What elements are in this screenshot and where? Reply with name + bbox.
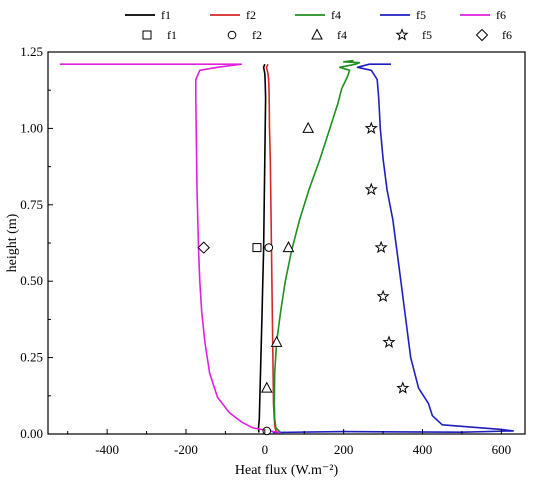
legend-label: f1 xyxy=(167,28,177,42)
series-line-f6 xyxy=(59,63,281,434)
marker-f5 xyxy=(364,182,378,196)
x-tick-label: 600 xyxy=(492,442,512,457)
x-tick-label: 200 xyxy=(334,442,354,457)
series-line-f5 xyxy=(272,63,514,434)
y-tick-label: 0.00 xyxy=(20,426,43,441)
marker-f1 xyxy=(252,243,262,253)
x-axis-title: Heat flux (W.m⁻²) xyxy=(235,463,339,478)
marker-f5 xyxy=(364,121,378,134)
x-axis: -400 -200 0 200 400 600 xyxy=(67,429,512,457)
legend-marker-f4 xyxy=(311,28,323,40)
marker-f5 xyxy=(382,335,396,348)
plot-frame xyxy=(47,51,526,435)
y-axis: 0.00 0.25 0.50 0.75 1.00 1.25 xyxy=(20,44,53,441)
legend-label: f6 xyxy=(502,28,512,42)
marker-f5 xyxy=(374,240,388,254)
marker-f5 xyxy=(376,289,390,303)
marker-f4 xyxy=(282,241,295,253)
marker-f5 xyxy=(396,381,410,394)
legend-label: f2 xyxy=(252,28,262,42)
legend-label: f5 xyxy=(422,28,432,42)
legend-label: f4 xyxy=(331,8,341,22)
x-tick-label: 400 xyxy=(413,442,433,457)
marker-f2 xyxy=(262,426,272,436)
x-tick-label: -200 xyxy=(174,442,198,457)
legend-label: f6 xyxy=(496,8,506,22)
y-axis-title: height (m) xyxy=(5,213,20,272)
marker-f4 xyxy=(260,381,273,393)
marker-f6 xyxy=(197,241,210,254)
plot-lines xyxy=(59,59,514,434)
legend-label: f4 xyxy=(337,28,347,42)
legend-marker-f2 xyxy=(227,30,237,40)
plot-markers xyxy=(197,121,410,436)
legend-marker-f6 xyxy=(475,28,489,42)
marker-f4 xyxy=(302,121,315,133)
marker-f4 xyxy=(270,335,283,347)
y-tick-label: 1.00 xyxy=(20,120,43,135)
y-tick-label: 0.25 xyxy=(20,350,43,365)
legend: f1 f2 f4 f5 f6 f1 f2 f4 f5 f6 xyxy=(125,8,512,42)
legend-label: f5 xyxy=(416,8,426,22)
legend-marker-f5 xyxy=(395,28,409,41)
marker-f2 xyxy=(264,243,274,252)
series-line-f1 xyxy=(257,63,267,433)
y-tick-label: 1.25 xyxy=(20,44,43,59)
x-tick-label: -400 xyxy=(95,442,119,457)
legend-label: f2 xyxy=(246,8,256,22)
series-line-f4 xyxy=(273,59,361,434)
legend-label: f1 xyxy=(161,8,171,22)
x-tick-label: 0 xyxy=(262,442,269,457)
legend-marker-f1 xyxy=(142,30,152,40)
y-tick-label: 0.75 xyxy=(20,197,43,212)
y-tick-label: 0.50 xyxy=(20,273,43,288)
